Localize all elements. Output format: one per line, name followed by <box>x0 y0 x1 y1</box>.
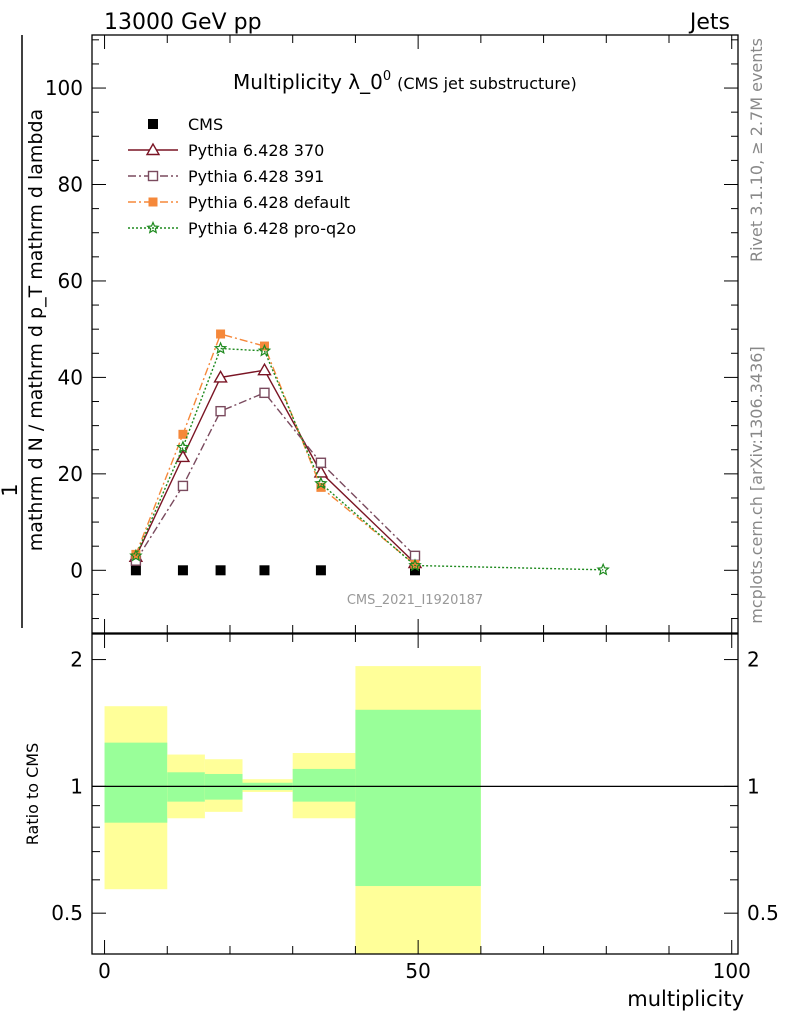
data-point <box>259 565 270 576</box>
legend-marker <box>146 220 160 234</box>
y-tick-label: 20 <box>58 462 83 486</box>
header-left: 13000 GeV pp <box>104 10 262 35</box>
legend-marker <box>148 119 158 129</box>
main-tick-labels: 0 20 40 60 80 100 <box>45 76 83 582</box>
data-point <box>257 343 272 357</box>
ratio-bands <box>104 666 481 954</box>
x-tick-labels: 0 50 100 <box>98 959 751 983</box>
data-point <box>410 560 420 570</box>
data-point <box>175 449 191 463</box>
data-point <box>410 565 420 576</box>
series-4 <box>129 341 610 576</box>
legend-marker <box>147 170 159 182</box>
data-point <box>596 562 610 576</box>
legend: CMS Pythia 6.428 370 Pythia 6.428 391 Pythi… <box>128 115 356 238</box>
legend-label: Pythia 6.428 370 <box>188 141 324 160</box>
data-point <box>177 480 189 492</box>
legend-item: Pythia 6.428 370 <box>128 141 324 160</box>
chart-title-main: Multiplicity λ_0 <box>233 70 383 94</box>
y-tick-label: 80 <box>58 173 83 197</box>
ratio-frame <box>91 633 739 955</box>
ratio-tick-label-right: 0.5 <box>747 901 779 925</box>
data-point <box>314 476 328 490</box>
data-point <box>178 429 188 439</box>
data-point <box>315 457 327 468</box>
legend-label: Pythia 6.428 391 <box>188 167 324 186</box>
series-2 <box>130 387 421 566</box>
series-line <box>135 333 416 566</box>
data-point <box>215 565 226 576</box>
ratio-tick-label: 0.5 <box>51 901 83 925</box>
ratio-axis-label: Ratio to CMS <box>23 743 42 845</box>
legend-marker <box>148 197 158 207</box>
y-axis-label-prefix: 1 <box>0 483 22 496</box>
legend-label: Pythia 6.428 default <box>188 193 350 212</box>
data-point <box>176 440 190 454</box>
data-point <box>213 341 228 355</box>
chart-title-sub: (CMS jet substructure) <box>397 74 577 93</box>
main-ticks <box>92 35 738 633</box>
series-layer <box>128 329 610 576</box>
legend-label: CMS <box>188 115 223 134</box>
data-point <box>129 548 143 562</box>
ratio-band-green <box>355 709 481 887</box>
x-axis-label: multiplicity <box>627 987 744 1011</box>
y-tick-label: 100 <box>45 76 83 100</box>
data-point <box>130 565 141 576</box>
series-line <box>135 369 416 564</box>
data-point <box>316 482 326 492</box>
ratio-ticks <box>92 634 738 955</box>
legend-marker <box>145 142 161 156</box>
main-frame <box>91 34 739 634</box>
legend-item: Pythia 6.428 pro-q2o <box>128 219 356 238</box>
ratio-panel: 0.5 0.5 1 1 2 2 Ratio to CMS <box>23 633 779 955</box>
chart-title: Multiplicity λ_00 (CMS jet substructure) <box>233 69 577 94</box>
chart-title-sup: 0 <box>383 69 391 84</box>
data-point <box>408 558 422 572</box>
ratio-tick-label-right: 1 <box>747 774 760 798</box>
series-line <box>135 347 604 571</box>
header-right: Jets <box>688 10 730 35</box>
series-3 <box>131 329 420 570</box>
ratio-tick-label-right: 2 <box>747 648 760 672</box>
data-point <box>213 369 228 383</box>
ratio-band-green <box>292 768 356 802</box>
data-point <box>259 387 270 399</box>
legend-item: Pythia 6.428 391 <box>128 167 324 186</box>
series-line <box>135 391 416 562</box>
x-tick-label: 100 <box>713 959 751 983</box>
ratio-band-green <box>104 742 168 823</box>
y-tick-label: 60 <box>58 269 83 293</box>
y-tick-label: 0 <box>70 558 83 582</box>
main-panel: 0 20 40 60 80 100 CMS_2021_I1920187 Multiplic… <box>0 34 739 634</box>
data-point <box>215 405 226 417</box>
data-point <box>177 565 188 576</box>
series-0 <box>130 565 420 576</box>
y-axis-label: mathrm d N / mathrm d p_T mathrm d lambd… <box>25 109 47 551</box>
rivet-version-label: Rivet 3.1.10, ≥ 2.7M events <box>747 38 766 262</box>
ratio-tick-label: 2 <box>70 648 83 672</box>
mcplots-label: mcplots.cern.ch [arXiv:1306.3436] <box>747 346 766 623</box>
y-tick-label: 40 <box>58 365 83 389</box>
data-point <box>315 565 326 576</box>
legend-label: Pythia 6.428 pro-q2o <box>188 219 356 238</box>
analysis-watermark: CMS_2021_I1920187 <box>347 593 483 608</box>
series-1 <box>128 362 423 569</box>
ratio-tick-label: 1 <box>70 774 83 798</box>
ratio-tick-labels: 0.5 0.5 1 1 2 2 <box>51 648 779 926</box>
data-point <box>216 329 226 339</box>
data-point <box>257 362 272 376</box>
legend-item: Pythia 6.428 default <box>128 193 350 212</box>
x-tick-label: 50 <box>405 959 430 983</box>
x-tick-label: 0 <box>98 959 111 983</box>
legend-item: CMS <box>148 115 223 134</box>
